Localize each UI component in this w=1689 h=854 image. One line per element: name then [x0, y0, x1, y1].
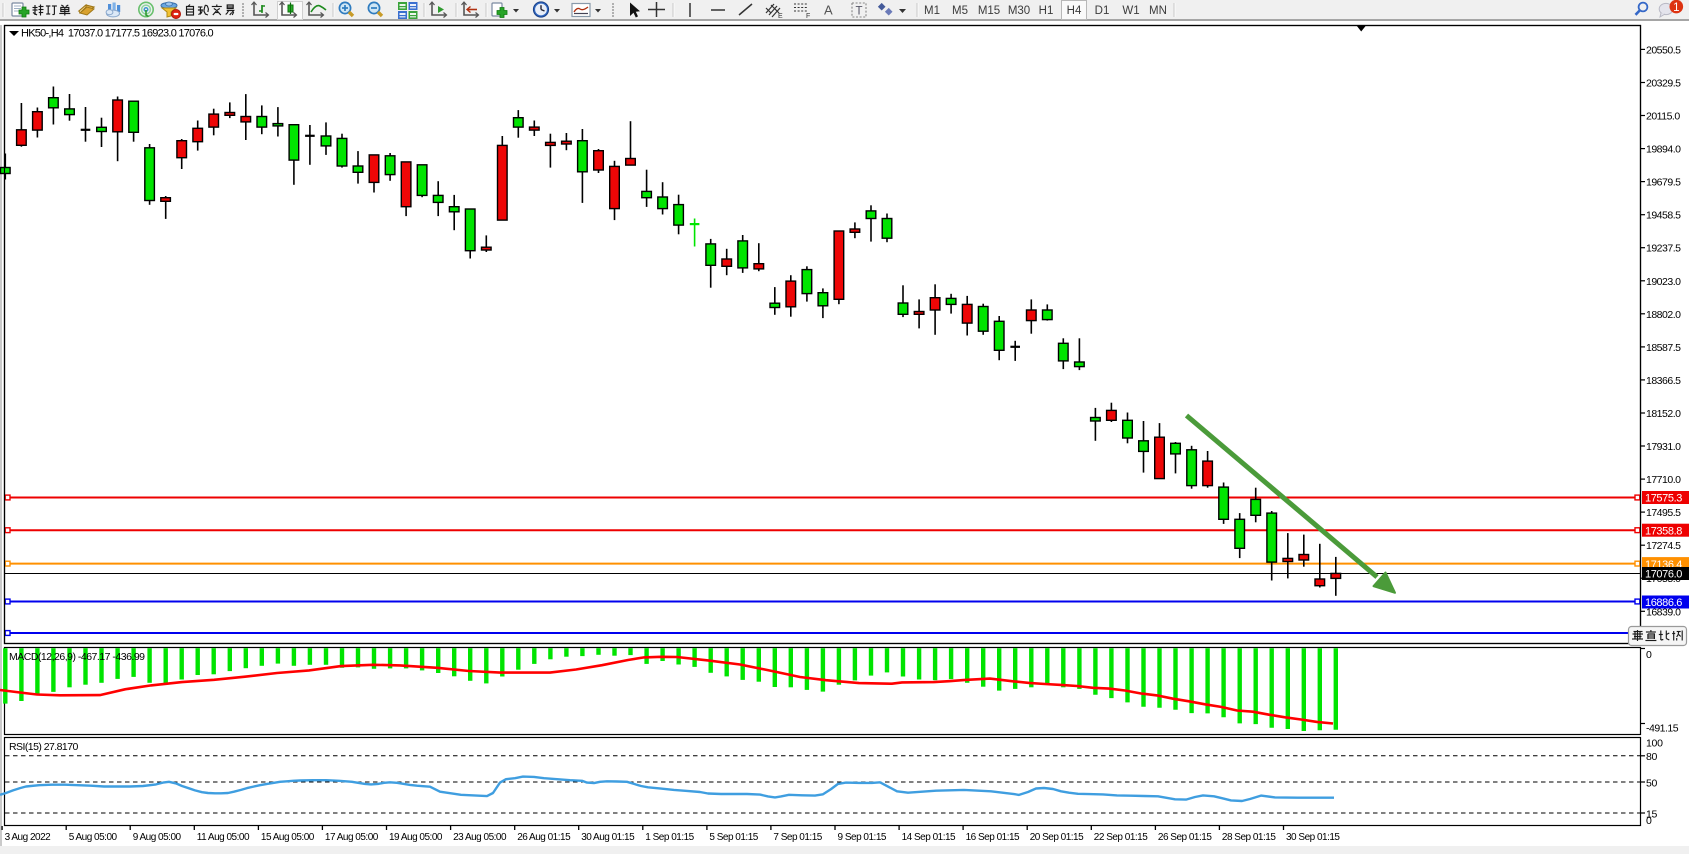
svg-text:50: 50: [1646, 778, 1658, 790]
svg-text:20550.5: 20550.5: [1646, 44, 1681, 56]
svg-text:MACD(12,26,9) -467.17 -436.99: MACD(12,26,9) -467.17 -436.99: [9, 651, 145, 663]
svg-text:5 Sep 01:15: 5 Sep 01:15: [709, 832, 758, 843]
svg-text:1 Sep 01:15: 1 Sep 01:15: [645, 832, 694, 843]
svg-text:20 Sep 01:15: 20 Sep 01:15: [1030, 832, 1084, 843]
svg-text:RSI(15) 27.8170: RSI(15) 27.8170: [9, 741, 79, 753]
svg-text:5 Aug 05:00: 5 Aug 05:00: [69, 832, 118, 843]
svg-text:11 Aug 05:00: 11 Aug 05:00: [197, 832, 250, 843]
svg-text:M30: M30: [1008, 5, 1030, 17]
svg-text:19023.0: 19023.0: [1646, 276, 1681, 288]
svg-text:9 Aug 05:00: 9 Aug 05:00: [133, 832, 182, 843]
svg-text:18587.5: 18587.5: [1646, 342, 1681, 354]
svg-text:15 Aug 05:00: 15 Aug 05:00: [261, 832, 315, 843]
svg-text:17575.3: 17575.3: [1645, 493, 1682, 505]
svg-text:22 Sep 01:15: 22 Sep 01:15: [1094, 832, 1148, 843]
svg-text:80: 80: [1646, 751, 1658, 763]
svg-text:E: E: [778, 13, 783, 20]
svg-text:28 Sep 01:15: 28 Sep 01:15: [1222, 832, 1276, 843]
svg-text:19458.5: 19458.5: [1646, 210, 1681, 222]
svg-text:17358.8: 17358.8: [1645, 525, 1682, 537]
svg-text:16839.0: 16839.0: [1646, 606, 1681, 618]
svg-text:T: T: [856, 6, 863, 18]
svg-text:19 Aug 05:00: 19 Aug 05:00: [389, 832, 443, 843]
svg-text:17710.0: 17710.0: [1646, 474, 1681, 486]
svg-text:M1: M1: [924, 5, 940, 17]
svg-text:9 Sep 01:15: 9 Sep 01:15: [838, 832, 887, 843]
svg-text:D1: D1: [1095, 5, 1110, 17]
svg-text:17 Aug 05:00: 17 Aug 05:00: [325, 832, 379, 843]
svg-text:26 Sep 01:15: 26 Sep 01:15: [1158, 832, 1212, 843]
svg-text:26 Aug 01:15: 26 Aug 01:15: [517, 832, 571, 843]
svg-text:19237.5: 19237.5: [1646, 243, 1681, 255]
svg-text:20115.0: 20115.0: [1646, 111, 1680, 123]
svg-text:30 Aug 01:15: 30 Aug 01:15: [581, 832, 635, 843]
svg-text:19679.5: 19679.5: [1646, 177, 1681, 189]
svg-text:A: A: [824, 3, 833, 18]
svg-text:M15: M15: [978, 5, 1000, 17]
svg-text:19894.0: 19894.0: [1646, 144, 1681, 156]
svg-text:15: 15: [1646, 809, 1658, 821]
svg-text:H1: H1: [1039, 5, 1054, 17]
svg-text:17931.0: 17931.0: [1646, 441, 1681, 453]
svg-text:M5: M5: [952, 5, 968, 17]
svg-text:14 Sep 01:15: 14 Sep 01:15: [902, 832, 956, 843]
svg-text:17076.0: 17076.0: [1645, 569, 1682, 581]
svg-text:30 Sep 01:15: 30 Sep 01:15: [1286, 832, 1340, 843]
svg-text:18152.0: 18152.0: [1646, 408, 1681, 420]
svg-text:17274.5: 17274.5: [1646, 540, 1681, 552]
svg-text:HK50-,H4 17037.0 17177.5 1692: HK50-,H4 17037.0 17177.5 16923.0 17076.0: [21, 28, 214, 40]
svg-text:-491.15: -491.15: [1646, 723, 1679, 735]
svg-text:20329.5: 20329.5: [1646, 78, 1681, 90]
svg-text:F: F: [806, 13, 810, 20]
svg-text:3 Aug 2022: 3 Aug 2022: [5, 832, 52, 843]
svg-text:16 Sep 01:15: 16 Sep 01:15: [966, 832, 1020, 843]
svg-text:7 Sep 01:15: 7 Sep 01:15: [773, 832, 822, 843]
svg-text:H4: H4: [1067, 5, 1082, 17]
svg-text:0: 0: [1646, 815, 1652, 827]
svg-text:100: 100: [1646, 738, 1663, 750]
svg-text:W1: W1: [1122, 5, 1139, 17]
svg-text:18802.0: 18802.0: [1646, 309, 1681, 321]
svg-text:MN: MN: [1149, 5, 1167, 17]
svg-text:16886.6: 16886.6: [1645, 597, 1682, 609]
svg-text:23 Aug 05:00: 23 Aug 05:00: [453, 832, 507, 843]
svg-text:0: 0: [1646, 649, 1652, 661]
svg-text:1: 1: [1673, 2, 1679, 14]
svg-text:17495.5: 17495.5: [1646, 507, 1681, 519]
svg-text:18366.5: 18366.5: [1646, 375, 1681, 387]
